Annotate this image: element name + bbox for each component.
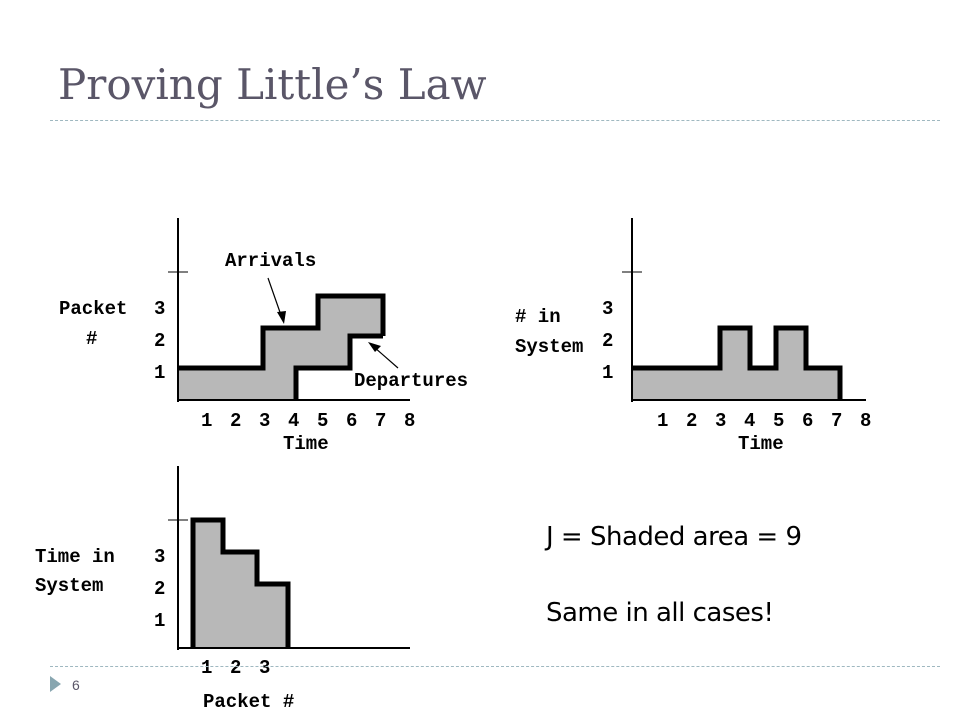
cumulative-x-tick: 7 <box>375 410 386 432</box>
time-in-system-x-tick: 2 <box>230 657 241 679</box>
packet-1-bar <box>193 520 223 648</box>
in-system-x-label: Time <box>738 433 784 455</box>
cumulative-x-label: Time <box>283 433 329 455</box>
slide-title: Proving Little’s Law <box>58 60 487 109</box>
cumulative-y-tick: 2 <box>154 330 165 352</box>
in-system-y-label-2: System <box>515 336 583 358</box>
time-in-system-chart: Time in System 3 2 1 1 2 3 Packet # <box>35 466 410 713</box>
cumulative-y-tick: 3 <box>154 298 165 320</box>
departures-curve <box>293 333 383 400</box>
cumulative-chart: Arrivals Departures Packet # 3 2 1 1 2 3… <box>59 218 468 455</box>
time-in-system-y-tick: 3 <box>154 546 165 568</box>
packet-2-bar <box>223 552 257 648</box>
in-system-x-tick: 4 <box>744 410 755 432</box>
time-in-system-y-tick: 1 <box>154 610 165 632</box>
in-system-x-tick: 6 <box>802 410 813 432</box>
time-in-system-step-curve <box>190 517 291 648</box>
cumulative-shaded-area <box>178 296 383 400</box>
cumulative-y-label: Packet <box>59 298 127 320</box>
departures-pointer-head <box>368 342 381 352</box>
cumulative-x-tick: 2 <box>230 410 241 432</box>
same-in-all-cases-note: Same in all cases! <box>546 598 774 628</box>
in-system-x-tick: 2 <box>686 410 697 432</box>
in-system-x-tick: 1 <box>657 410 668 432</box>
cumulative-x-tick: 1 <box>201 410 212 432</box>
in-system-y-tick: 1 <box>602 362 613 384</box>
in-system-x-tick: 3 <box>715 410 726 432</box>
time-in-system-y-tick: 2 <box>154 578 165 600</box>
arrivals-pointer-head <box>277 311 286 324</box>
cumulative-y-label-2: # <box>86 328 97 350</box>
cumulative-x-tick: 5 <box>317 410 328 432</box>
in-system-y-label: # in <box>515 306 561 328</box>
footer-divider <box>50 666 940 667</box>
in-system-step-curve <box>632 325 843 400</box>
in-system-x-tick: 8 <box>860 410 871 432</box>
time-in-system-x-tick: 1 <box>201 657 212 679</box>
title-divider <box>50 120 940 121</box>
packet-3-bar <box>257 584 288 648</box>
in-system-y-tick: 3 <box>602 298 613 320</box>
departures-pointer <box>373 346 399 369</box>
time-in-system-y-label-2: System <box>35 575 103 597</box>
in-system-shaded-area <box>632 328 840 400</box>
time-in-system-y-label: Time in <box>35 546 115 568</box>
footer-triangle-icon <box>50 676 61 692</box>
cumulative-y-tick: 1 <box>154 362 165 384</box>
shaded-area-note: J = Shaded area = 9 <box>546 522 802 552</box>
in-system-chart: # in System 3 2 1 1 2 3 4 5 6 7 8 Time <box>515 218 871 455</box>
arrivals-curve <box>178 293 386 371</box>
slide-number: 6 <box>72 677 80 693</box>
time-in-system-x-label: Packet # <box>203 691 294 713</box>
cumulative-x-tick: 6 <box>346 410 357 432</box>
in-system-x-tick: 7 <box>831 410 842 432</box>
in-system-y-tick: 2 <box>602 330 613 352</box>
arrivals-label: Arrivals <box>225 250 316 272</box>
time-in-system-x-tick: 3 <box>259 657 270 679</box>
departures-label: Departures <box>354 370 468 392</box>
cumulative-x-tick: 3 <box>259 410 270 432</box>
arrivals-pointer <box>267 277 283 319</box>
cumulative-x-tick: 8 <box>404 410 415 432</box>
cumulative-x-tick: 4 <box>288 410 299 432</box>
in-system-x-tick: 5 <box>773 410 784 432</box>
